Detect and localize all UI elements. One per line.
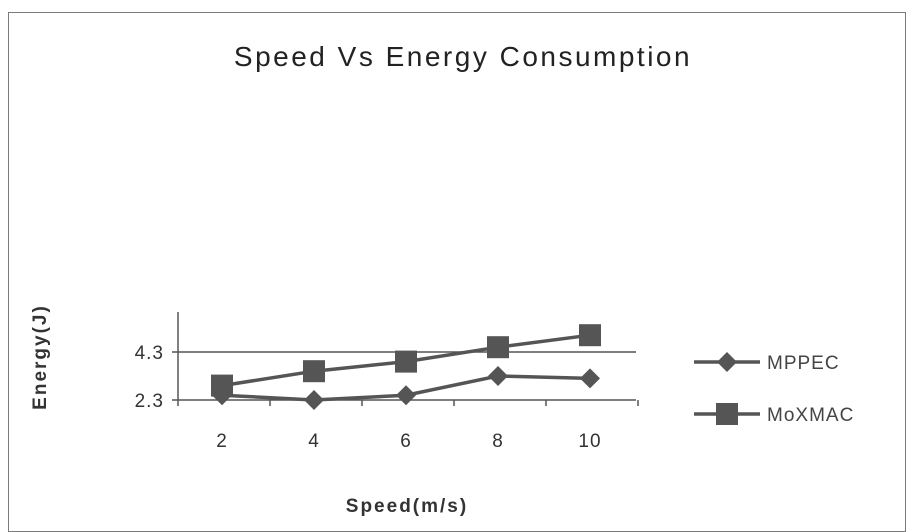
data-point bbox=[487, 336, 509, 359]
legend-item: MPPEC bbox=[694, 352, 840, 374]
data-point bbox=[579, 324, 601, 347]
data-point bbox=[303, 360, 325, 383]
legend-marker bbox=[717, 352, 737, 372]
data-point bbox=[395, 350, 417, 373]
data-point bbox=[580, 368, 600, 389]
data-point bbox=[396, 385, 416, 406]
legend-label: MoXMAC bbox=[767, 405, 854, 426]
series-layer bbox=[211, 324, 601, 410]
series-moxmac bbox=[211, 324, 601, 397]
legend-item: MoXMAC bbox=[694, 403, 854, 426]
legend-marker bbox=[716, 403, 738, 425]
chart-title: Speed Vs Energy Consumption bbox=[234, 41, 692, 72]
x-tick-label: 6 bbox=[400, 431, 412, 452]
data-point bbox=[304, 390, 324, 410]
y-axis-ticks: 2.3 4.3 bbox=[135, 343, 178, 412]
x-tick-label: 8 bbox=[492, 431, 504, 452]
x-axis-label: Speed(m/s) bbox=[346, 496, 468, 517]
data-point bbox=[488, 366, 508, 386]
y-tick-label: 4.3 bbox=[135, 343, 164, 364]
line-chart: Speed Vs Energy Consumption 2.3 4.3 2 4 6 8 1… bbox=[30, 41, 854, 517]
x-axis-ticks: 2 4 6 8 10 bbox=[177, 400, 639, 452]
legend: MPPEC MoXMAC bbox=[694, 352, 854, 426]
chart-frame bbox=[8, 12, 906, 532]
y-tick-label: 2.3 bbox=[135, 391, 164, 412]
data-point bbox=[211, 374, 233, 397]
legend-label: MPPEC bbox=[767, 353, 840, 374]
x-tick-label: 2 bbox=[216, 431, 228, 452]
x-tick-label: 4 bbox=[308, 431, 320, 452]
y-axis-label: Energy(J) bbox=[30, 304, 51, 410]
x-tick-label: 10 bbox=[578, 431, 601, 452]
